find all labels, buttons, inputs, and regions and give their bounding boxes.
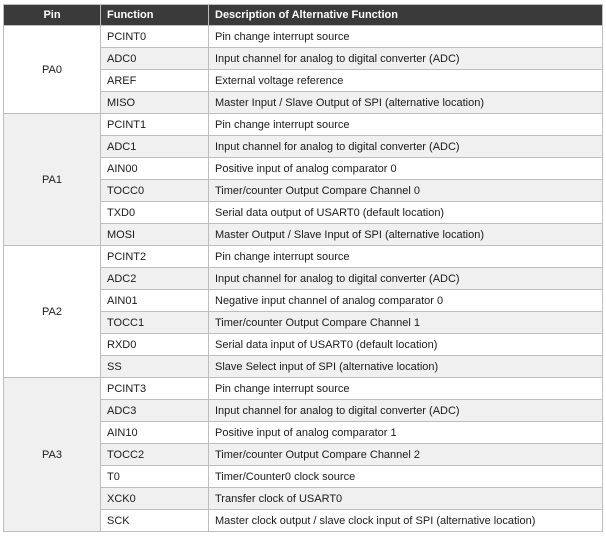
description-cell: Timer/counter Output Compare Channel 2	[208, 443, 603, 466]
description-cell: Negative input channel of analog compara…	[208, 289, 603, 312]
table-row: T0 Timer/Counter0 clock source	[4, 465, 603, 488]
description-cell: Master clock output / slave clock input …	[208, 509, 603, 532]
description-cell: Pin change interrupt source	[208, 113, 603, 136]
description-cell: Input channel for analog to digital conv…	[208, 135, 603, 158]
description-cell: Input channel for analog to digital conv…	[208, 47, 603, 70]
pin-cell: PA1	[3, 113, 101, 246]
description-cell: Input channel for analog to digital conv…	[208, 267, 603, 290]
table-row: PA3 PCINT3 Pin change interrupt source	[3, 377, 603, 532]
function-cell: ADC0	[100, 47, 209, 70]
pin-cell: PA3	[3, 377, 101, 532]
description-cell: Positive input of analog comparator 0	[208, 157, 603, 180]
table-row: AREF External voltage reference	[4, 69, 603, 92]
table-row: TOCC1 Timer/counter Output Compare Channe…	[4, 311, 603, 334]
table-row: TXD0 Serial data output of USART0 (defaul…	[4, 201, 603, 224]
table-row: AIN10 Positive input of analog comparator…	[4, 421, 603, 444]
description-cell: Transfer clock of USART0	[208, 487, 603, 510]
alternative-function-table: Pin Function Description of Alternative …	[3, 4, 603, 532]
function-cell: TXD0	[100, 201, 209, 224]
function-cell: XCK0	[100, 487, 209, 510]
description-cell: Timer/Counter0 clock source	[208, 465, 603, 488]
function-cell: AIN00	[100, 157, 209, 180]
function-cell: SS	[100, 355, 209, 378]
table-body: PA0 PCINT0 Pin change interrupt source ADC0…	[3, 25, 603, 532]
function-cell: MISO	[100, 91, 209, 114]
description-cell: Pin change interrupt source	[208, 377, 603, 400]
table-row: XCK0 Transfer clock of USART0	[4, 487, 603, 510]
description-cell: Pin change interrupt source	[208, 245, 603, 268]
pin-cell: PA0	[3, 25, 101, 114]
function-cell: SCK	[100, 509, 209, 532]
description-cell: Input channel for analog to digital conv…	[208, 399, 603, 422]
description-cell: Positive input of analog comparator 1	[208, 421, 603, 444]
function-cell: TOCC0	[100, 179, 209, 202]
table-row: ADC3 Input channel for analog to digital …	[4, 399, 603, 422]
table-row: RXD0 Serial data input of USART0 (default…	[4, 333, 603, 356]
header-description: Description of Alternative Function	[208, 4, 603, 26]
table-row: MISO Master Input / Slave Output of SPI (…	[4, 91, 603, 114]
description-cell: Serial data input of USART0 (default loc…	[208, 333, 603, 356]
function-cell: AREF	[100, 69, 209, 92]
table-header-row: Pin Function Description of Alternative …	[3, 4, 603, 26]
pin-cell: PA2	[3, 245, 101, 378]
description-cell: External voltage reference	[208, 69, 603, 92]
table-row: ADC2 Input channel for analog to digital …	[4, 267, 603, 290]
function-cell: TOCC1	[100, 311, 209, 334]
header-pin: Pin	[3, 4, 101, 26]
function-cell: PCINT1	[100, 113, 209, 136]
description-cell: Master Output / Slave Input of SPI (alte…	[208, 223, 603, 246]
function-cell: PCINT3	[100, 377, 209, 400]
description-cell: Pin change interrupt source	[208, 25, 603, 48]
table-row: PA1 PCINT1 Pin change interrupt source	[3, 113, 603, 246]
table-row: TOCC2 Timer/counter Output Compare Channe…	[4, 443, 603, 466]
header-function: Function	[100, 4, 209, 26]
function-cell: ADC1	[100, 135, 209, 158]
function-cell: ADC3	[100, 399, 209, 422]
table-row: PA0 PCINT0 Pin change interrupt source	[3, 25, 603, 114]
table-row: AIN00 Positive input of analog comparator…	[4, 157, 603, 180]
table-row: SS Slave Select input of SPI (alternative…	[4, 355, 603, 378]
function-cell: RXD0	[100, 333, 209, 356]
table-row: ADC0 Input channel for analog to digital …	[4, 47, 603, 70]
function-cell: AIN10	[100, 421, 209, 444]
description-cell: Serial data output of USART0 (default lo…	[208, 201, 603, 224]
description-cell: Timer/counter Output Compare Channel 1	[208, 311, 603, 334]
description-cell: Timer/counter Output Compare Channel 0	[208, 179, 603, 202]
table-row: AIN01 Negative input channel of analog co…	[4, 289, 603, 312]
function-cell: MOSI	[100, 223, 209, 246]
function-cell: PCINT2	[100, 245, 209, 268]
function-cell: T0	[100, 465, 209, 488]
description-cell: Master Input / Slave Output of SPI (alte…	[208, 91, 603, 114]
table-row: SCK Master clock output / slave clock inp…	[4, 509, 603, 532]
table-row: MOSI Master Output / Slave Input of SPI (…	[4, 223, 603, 246]
function-cell: TOCC2	[100, 443, 209, 466]
function-cell: ADC2	[100, 267, 209, 290]
function-cell: PCINT0	[100, 25, 209, 48]
function-cell: AIN01	[100, 289, 209, 312]
table-row: TOCC0 Timer/counter Output Compare Channe…	[4, 179, 603, 202]
description-cell: Slave Select input of SPI (alternative l…	[208, 355, 603, 378]
table-row: PA2 PCINT2 Pin change interrupt source	[3, 245, 603, 378]
